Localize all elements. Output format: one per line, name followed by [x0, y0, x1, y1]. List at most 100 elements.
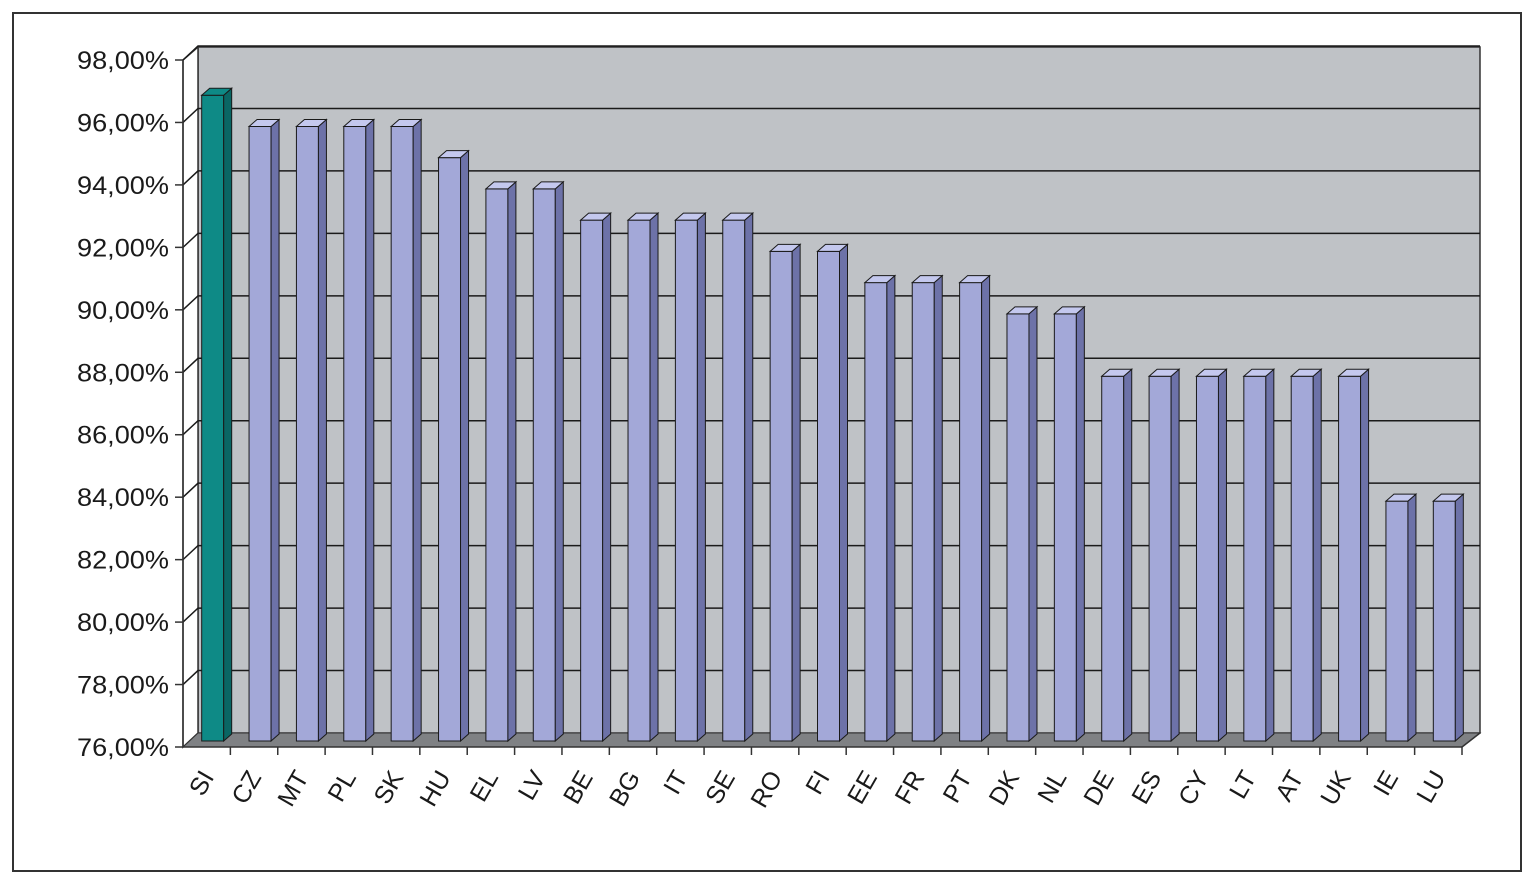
bar-si	[200, 87, 234, 743]
bar-front	[627, 219, 651, 742]
bar-side	[1028, 305, 1038, 743]
x-tick-label: DK	[984, 766, 1026, 810]
bar-front	[1101, 375, 1125, 742]
bar-side	[412, 118, 422, 743]
bar-dk	[1005, 305, 1039, 743]
bar-side	[1360, 368, 1370, 743]
x-tick-label: LV	[513, 766, 552, 805]
gridline	[182, 295, 1480, 311]
bar-front	[248, 125, 272, 742]
bar-top	[531, 181, 565, 190]
bar-side	[696, 212, 706, 743]
bar-front	[864, 282, 888, 742]
bar-se	[721, 212, 755, 743]
x-tick-label: FR	[890, 766, 931, 809]
bar-front	[1290, 375, 1314, 742]
bar-side	[270, 118, 280, 743]
bar-front	[580, 219, 604, 742]
y-tick-label: 82,00%	[77, 547, 169, 575]
x-tick-label: EL	[465, 766, 505, 807]
x-tick-label: MT	[272, 766, 314, 811]
bar-front	[1148, 375, 1172, 742]
bar-side	[791, 243, 801, 743]
y-tick-label: 84,00%	[77, 484, 169, 512]
bar-top	[342, 118, 376, 127]
gridline	[182, 607, 1480, 623]
bar-chart: 76,00% 78,00% 80,00% 82,00% 84,00% 86,00% 88,0…	[77, 45, 1482, 812]
bar-ie	[1384, 493, 1418, 743]
bar-top	[579, 212, 612, 221]
x-tick-label: CZ	[226, 766, 267, 809]
bars	[200, 87, 1465, 743]
bar-front	[1195, 375, 1219, 742]
bar-be	[579, 212, 612, 743]
gridline	[182, 45, 1480, 61]
x-tick-label: NL	[1032, 766, 1072, 808]
bar-front	[343, 125, 367, 742]
bar-side	[602, 212, 612, 743]
bar-side	[839, 243, 848, 743]
bar-side	[554, 180, 564, 743]
bar-nl	[1053, 305, 1086, 743]
bar-side	[223, 87, 233, 743]
x-tick-label: SK	[368, 766, 409, 809]
gridline	[182, 232, 1480, 248]
bar-top	[200, 87, 234, 96]
bar-top	[295, 118, 328, 127]
x-tick-label: FI	[800, 766, 835, 799]
y-tick-label: 76,00%	[77, 734, 169, 762]
bar-front	[1006, 313, 1030, 742]
gridline	[182, 669, 1480, 686]
bar-front	[1338, 375, 1362, 742]
bar-front	[817, 250, 840, 742]
bar-top	[1100, 368, 1134, 377]
bar-pt	[958, 274, 991, 743]
bar-side	[460, 149, 470, 743]
bar-it	[674, 212, 707, 743]
bar-top	[910, 275, 944, 284]
bar-top	[626, 212, 660, 221]
y-tick-label: 92,00%	[77, 234, 169, 262]
bar-bg	[626, 212, 660, 743]
gridline	[182, 107, 1480, 124]
bar-front	[1053, 313, 1077, 742]
bar-front	[674, 219, 698, 742]
x-tick-label: SE	[700, 766, 741, 809]
bar-side	[507, 180, 517, 743]
x-tick-label: IT	[658, 766, 693, 799]
bar-top	[816, 243, 849, 252]
bar-cy	[1195, 368, 1228, 743]
bar-side	[1123, 368, 1133, 743]
x-tick-label: CY	[1173, 766, 1215, 810]
x-tick-label: BE	[558, 766, 599, 809]
bar-top	[1289, 368, 1323, 377]
bar-top	[958, 275, 991, 284]
bar-top	[863, 275, 897, 284]
bar-side	[365, 118, 375, 743]
y-tick-label: 94,00%	[77, 172, 169, 200]
plot-side-wall	[182, 45, 199, 749]
bar-top	[437, 150, 470, 159]
bar-side	[1312, 368, 1322, 743]
gridline	[182, 170, 1480, 186]
bar-side	[981, 274, 991, 743]
bar-fr	[910, 274, 944, 743]
x-tick-label: DE	[1078, 766, 1120, 810]
bar-front	[1432, 500, 1456, 742]
bar-top	[1053, 306, 1086, 315]
x-tick-label: BG	[604, 766, 646, 811]
bar-el	[484, 180, 518, 743]
bar-top	[721, 212, 755, 221]
x-tick-label: EE	[842, 766, 883, 809]
bar-front	[722, 219, 746, 742]
y-tick-label: 86,00%	[77, 422, 169, 450]
y-tick-label: 98,00%	[77, 47, 169, 75]
bar-side	[1217, 368, 1227, 743]
bar-front	[201, 94, 225, 742]
bar-side	[1170, 368, 1180, 743]
bar-top	[484, 181, 518, 190]
bar-front	[1385, 500, 1409, 742]
bar-ee	[863, 274, 897, 743]
y-tick-label: 96,00%	[77, 109, 169, 137]
bar-side	[933, 274, 943, 743]
